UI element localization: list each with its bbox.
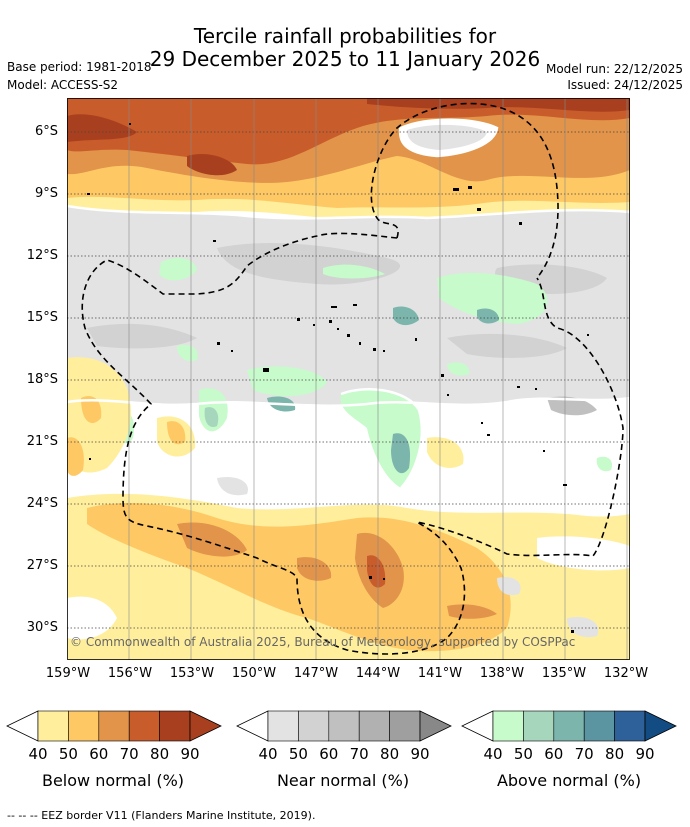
- map-title-line1: Tercile rainfall probabilities for: [193, 24, 497, 48]
- colorbar-segment: [523, 710, 555, 742]
- colorbar-segment: [492, 710, 524, 742]
- colorbar-segment: [128, 710, 160, 742]
- lon-label: 132°W: [603, 666, 649, 681]
- below-normal-southern-region: [67, 357, 630, 660]
- colorbar-segment: [358, 710, 390, 742]
- lon-label: 141°W: [417, 666, 463, 681]
- rainfall-probability-map: [67, 98, 630, 660]
- lat-label: 21°S: [26, 434, 58, 449]
- colorbar-level-label: 50: [58, 745, 78, 763]
- colorbar-title-below: Below normal (%): [41, 771, 185, 790]
- colorbar-level-label: 60: [319, 745, 339, 763]
- lon-label: 138°W: [479, 666, 525, 681]
- lat-label: 9°S: [34, 186, 58, 201]
- colorbar-level-label: 60: [89, 745, 109, 763]
- islands: [87, 123, 589, 633]
- colorbar-under-arrow: [461, 710, 494, 742]
- colorbar-over-arrow: [419, 710, 452, 742]
- colorbar-over-arrow: [189, 710, 222, 742]
- white-contours: [67, 118, 630, 489]
- colorbar-level-label: 80: [605, 745, 625, 763]
- colorbar-title-above: Above normal (%): [496, 771, 642, 790]
- colorbar-level-label: 40: [483, 745, 503, 763]
- lon-label: 150°W: [231, 666, 277, 681]
- lon-label: 159°W: [45, 666, 91, 681]
- lat-label: 24°S: [26, 496, 58, 511]
- colorbar-level-label: 90: [410, 745, 430, 763]
- lon-label: 153°W: [169, 666, 215, 681]
- colorbar-segment: [298, 710, 330, 742]
- above-normal-patches: [116, 257, 613, 488]
- lon-label: 156°W: [107, 666, 153, 681]
- colorbar-segment: [614, 710, 646, 742]
- colorbar-level-label: 70: [574, 745, 594, 763]
- colorbar-level-label: 90: [180, 745, 200, 763]
- graticule: [67, 131, 630, 629]
- eez-border: [81, 102, 624, 655]
- lat-label: 18°S: [26, 372, 58, 387]
- colorbar-segment: [583, 710, 615, 742]
- colorbar-level-label: 50: [288, 745, 308, 763]
- colorbar-near-normal: [236, 710, 452, 742]
- colorbar-above-normal: [461, 710, 677, 742]
- colorbar-level-label: 60: [544, 745, 564, 763]
- colorbar-over-arrow: [644, 710, 677, 742]
- colorbar-level-label: 50: [513, 745, 533, 763]
- eez-legend: -- -- -- EEZ border V11 (Flanders Marine…: [7, 809, 316, 822]
- lon-label: 147°W: [293, 666, 339, 681]
- colorbar-segment: [98, 710, 130, 742]
- colorbar-level-label: 80: [380, 745, 400, 763]
- colorbar-segment: [328, 710, 360, 742]
- lat-label: 12°S: [26, 248, 58, 263]
- colorbar-segment: [68, 710, 100, 742]
- colorbar-under-arrow: [6, 710, 39, 742]
- model-name: Model: ACCESS-S2: [7, 78, 119, 92]
- colorbar-level-label: 40: [258, 745, 278, 763]
- lat-label: 27°S: [26, 558, 58, 573]
- colorbar-title-near: Near normal (%): [276, 771, 410, 790]
- base-period: Base period: 1981-2018: [7, 60, 152, 74]
- colorbar-segment: [37, 710, 69, 742]
- colorbar-segment: [159, 710, 191, 742]
- lat-label: 30°S: [26, 620, 58, 635]
- lat-label: 6°S: [34, 124, 58, 139]
- model-run-date: Model run: 22/12/2025: [545, 62, 683, 76]
- map-title-line2: 29 December 2025 to 11 January 2026: [149, 47, 541, 71]
- colorbar-segment: [389, 710, 421, 742]
- colorbars: [6, 710, 677, 742]
- colorbar-level-label: 40: [28, 745, 48, 763]
- colorbar-segment: [553, 710, 585, 742]
- colorbar-level-label: 70: [349, 745, 369, 763]
- lon-label: 135°W: [541, 666, 587, 681]
- lat-label: 15°S: [26, 310, 58, 325]
- colorbar-level-label: 90: [635, 745, 655, 763]
- below-normal-northern-band: [67, 98, 630, 220]
- lon-label: 144°W: [355, 666, 401, 681]
- issued-date: Issued: 24/12/2025: [567, 78, 683, 92]
- map-credit: © Commonwealth of Australia 2025, Bureau…: [70, 635, 576, 649]
- colorbar-segment: [267, 710, 299, 742]
- meridians: [128, 98, 628, 660]
- colorbar-level-label: 80: [150, 745, 170, 763]
- colorbar-under-arrow: [236, 710, 269, 742]
- colorbar-below-normal: [6, 710, 222, 742]
- colorbar-level-label: 70: [119, 745, 139, 763]
